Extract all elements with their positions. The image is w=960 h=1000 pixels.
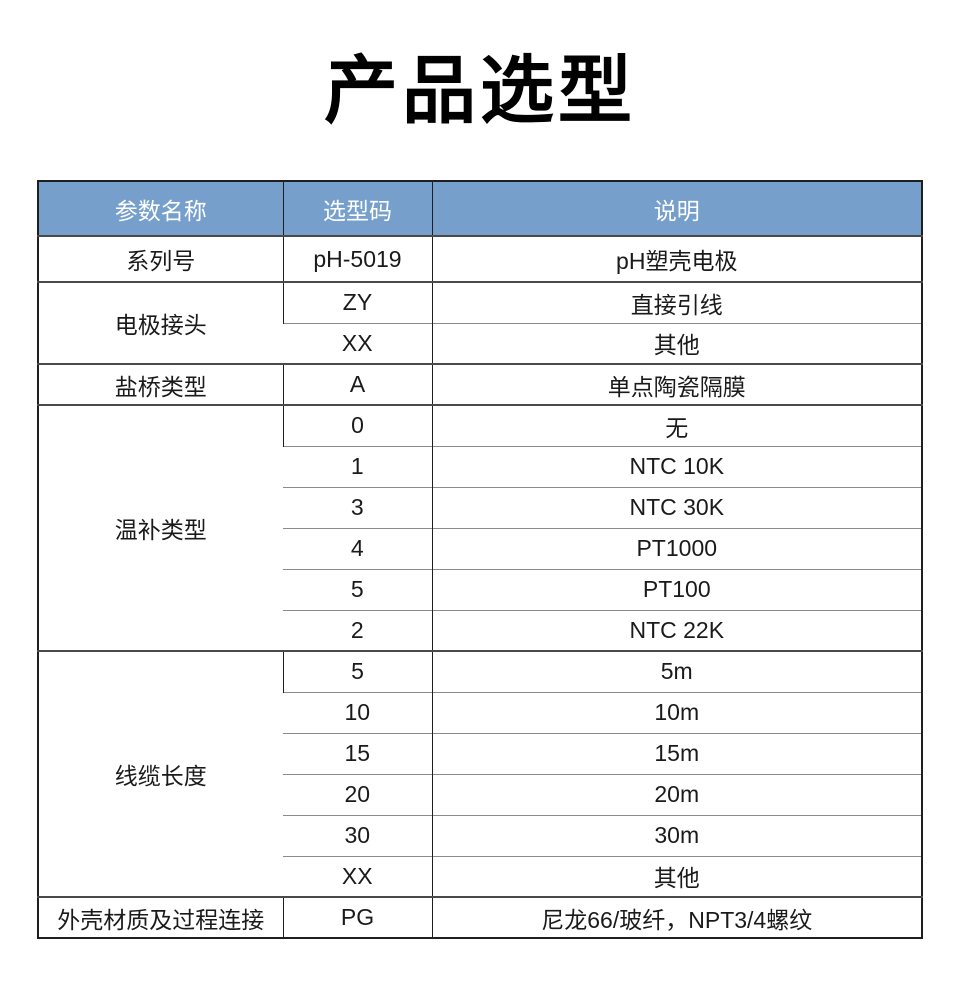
description-cell: 其他 [431, 855, 922, 897]
selection-code-cell: 2 [283, 609, 432, 651]
selection-code-cell: 15 [283, 732, 432, 774]
param-name-cell: 电极接头 [38, 281, 283, 364]
param-name-cell: 温补类型 [38, 404, 283, 651]
selection-code-cell: XX [283, 322, 432, 364]
description-cell: 尼龙66/玻纤，NPT3/4螺纹 [431, 896, 922, 938]
description-cell: PT100 [431, 568, 922, 610]
table-row: 系列号 pH-5019 pH塑壳电极 [38, 235, 922, 282]
selection-code-cell: 10 [283, 691, 432, 733]
selection-code-cell: PG [282, 896, 432, 938]
param-name-cell: 线缆长度 [38, 650, 283, 897]
header-description: 说明 [431, 181, 922, 237]
selection-code-cell: 0 [282, 404, 432, 446]
table-row: 外壳材质及过程连接 PG 尼龙66/玻纤，NPT3/4螺纹 [38, 896, 922, 938]
param-name-cell: 系列号 [38, 235, 283, 282]
description-cell: 其他 [431, 322, 922, 364]
table-row: 电极接头 ZY 直接引线 [38, 281, 922, 364]
description-cell: 15m [431, 732, 922, 774]
table-row: 5 PT100 [38, 568, 922, 610]
page-title: 产品选型 [324, 49, 636, 132]
table-row: 20 20m [38, 773, 922, 815]
description-cell: NTC 10K [431, 445, 922, 487]
description-cell: 单点陶瓷隔膜 [431, 363, 922, 405]
description-cell: 20m [431, 773, 922, 815]
table-row: XX 其他 [38, 322, 922, 364]
header-param-name: 参数名称 [38, 181, 283, 237]
param-name-cell: 盐桥类型 [38, 363, 283, 405]
description-cell: pH塑壳电极 [431, 235, 922, 282]
selection-code-cell: 5 [283, 568, 432, 610]
description-cell: NTC 30K [431, 486, 922, 528]
param-name-cell: 外壳材质及过程连接 [38, 896, 283, 938]
table-row: 10 10m [38, 691, 922, 733]
selection-code-cell: 20 [283, 773, 432, 815]
selection-code-cell: 1 [283, 445, 432, 487]
table-row: 2 NTC 22K [38, 609, 922, 651]
table-row: XX 其他 [38, 855, 922, 897]
description-cell: 10m [431, 691, 922, 733]
table-row: 4 PT1000 [38, 527, 922, 569]
table-row: 温补类型 0 无 [38, 404, 922, 651]
table-header: 参数名称 选型码 说明 [38, 181, 922, 237]
description-cell: 30m [431, 814, 922, 856]
table-row: 1 NTC 10K [38, 445, 922, 487]
table-row: 线缆长度 5 5m [38, 650, 922, 897]
selection-code-cell: 3 [283, 486, 432, 528]
table-row: 3 NTC 30K [38, 486, 922, 528]
selection-code-cell: A [282, 363, 432, 405]
selection-code-cell: ZY [282, 281, 432, 323]
product-selection-table: 参数名称 选型码 说明 系列号 pH-5019 pH塑壳电极 电极接头 ZY 直接引线 XX… [37, 180, 923, 939]
header-selection-code: 选型码 [282, 181, 432, 237]
selection-code-cell: pH-5019 [282, 235, 432, 282]
selection-code-cell: 30 [283, 814, 432, 856]
selection-code-cell: XX [283, 855, 432, 897]
selection-code-cell: 4 [283, 527, 432, 569]
description-cell: NTC 22K [431, 609, 922, 651]
description-cell: 无 [431, 404, 922, 446]
description-cell: PT1000 [431, 527, 922, 569]
table-row: 30 30m [38, 814, 922, 856]
selection-code-cell: 5 [282, 650, 432, 692]
description-cell: 5m [431, 650, 922, 692]
header-row: 参数名称 选型码 说明 [38, 181, 922, 237]
description-cell: 直接引线 [431, 281, 922, 323]
selection-table-body: 系列号 pH-5019 pH塑壳电极 电极接头 ZY 直接引线 XX 其他 盐桥类型 A 单点陶瓷隔… [38, 235, 922, 938]
table-row: 15 15m [38, 732, 922, 774]
table-row: 盐桥类型 A 单点陶瓷隔膜 [38, 363, 922, 405]
